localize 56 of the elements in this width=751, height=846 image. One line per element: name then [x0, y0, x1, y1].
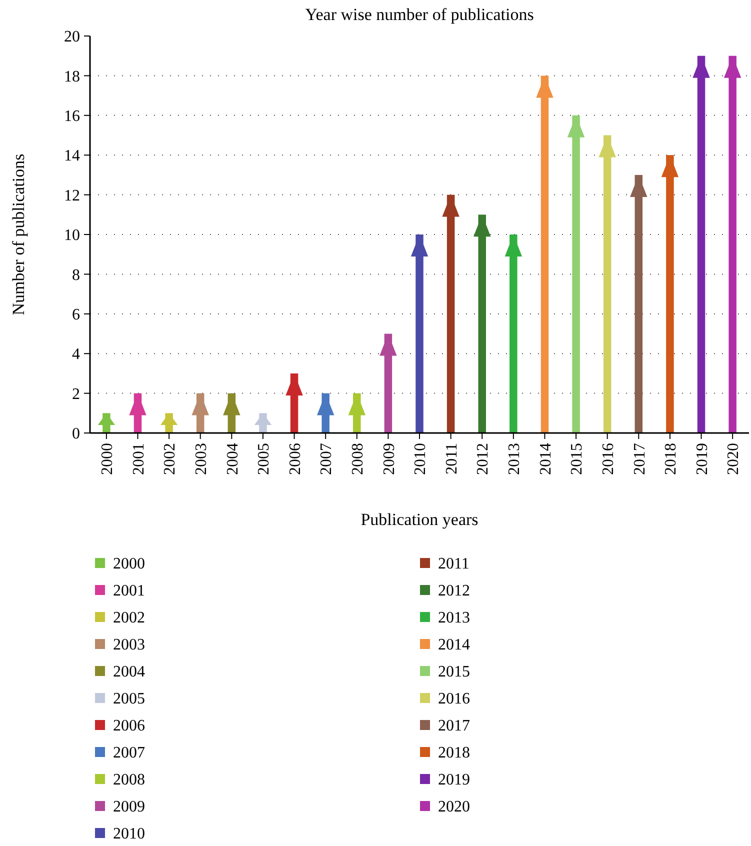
y-tick-label: 4	[72, 346, 80, 364]
x-tick-label: 2016	[600, 443, 617, 475]
y-tick-label: 8	[72, 266, 80, 284]
x-tick-label: 2014	[537, 443, 554, 475]
x-tick-label: 2010	[412, 443, 430, 475]
x-axis-title: Publication years	[360, 510, 478, 529]
x-tick-label: 2000	[99, 443, 116, 475]
x-tick-label: 2006	[286, 443, 304, 475]
x-tick-label: 2012	[474, 443, 492, 475]
x-tick-label: 2008	[349, 443, 366, 475]
x-tick-label: 2013	[506, 443, 524, 475]
y-axis-title: Number of publications	[9, 154, 28, 316]
y-tick-label: 10	[64, 227, 80, 244]
legend-label: 2009	[113, 798, 145, 816]
x-tick-label: 2019	[694, 443, 711, 475]
legend-label: 2012	[438, 582, 470, 600]
legend-label: 2020	[438, 798, 470, 816]
y-tick-label: 18	[64, 68, 80, 86]
y-tick-label: 16	[64, 108, 80, 125]
x-tick-label: 2002	[162, 443, 179, 475]
legend-label: 2015	[438, 664, 470, 681]
legend-label: 2017	[438, 718, 470, 735]
legend-label: 2007	[113, 744, 145, 762]
x-tick-label: 2003	[192, 443, 210, 475]
legend-label: 2011	[438, 556, 470, 573]
legend-label: 2001	[113, 582, 145, 600]
chart-title: Year wise number of publications	[305, 5, 534, 24]
x-tick-label: 2020	[725, 443, 742, 475]
y-tick-label: 0	[72, 426, 80, 443]
y-tick-label: 12	[64, 187, 80, 204]
legend-label: 2005	[113, 690, 145, 708]
legend-label: 2018	[438, 744, 470, 762]
x-tick-label: 2009	[380, 443, 398, 475]
legend-label: 2002	[113, 610, 145, 627]
legend-label: 2010	[113, 826, 145, 843]
x-tick-label: 2011	[443, 443, 460, 474]
x-tick-label: 2018	[662, 443, 680, 475]
y-tick-label: 2	[72, 386, 80, 403]
x-tick-label: 2017	[631, 443, 648, 475]
x-tick-label: 2005	[256, 443, 273, 475]
y-tick-label: 14	[64, 148, 80, 165]
legend-label: 2013	[438, 610, 470, 627]
legend-label: 2019	[438, 772, 470, 789]
legend-label: 2014	[438, 636, 470, 654]
legend-label: 2006	[113, 718, 145, 735]
x-tick-label: 2015	[568, 443, 586, 475]
y-tick-label: 6	[72, 306, 80, 324]
y-tick-label: 20	[64, 28, 80, 46]
legend-label: 2008	[113, 772, 145, 789]
x-tick-label: 2001	[130, 443, 148, 475]
legend-label: 2003	[113, 636, 145, 654]
legend-label: 2016	[438, 690, 470, 708]
x-tick-label: 2007	[318, 443, 336, 475]
legend-label: 2004	[113, 664, 145, 681]
legend-label: 2000	[113, 556, 145, 573]
x-tick-label: 2004	[224, 443, 242, 475]
